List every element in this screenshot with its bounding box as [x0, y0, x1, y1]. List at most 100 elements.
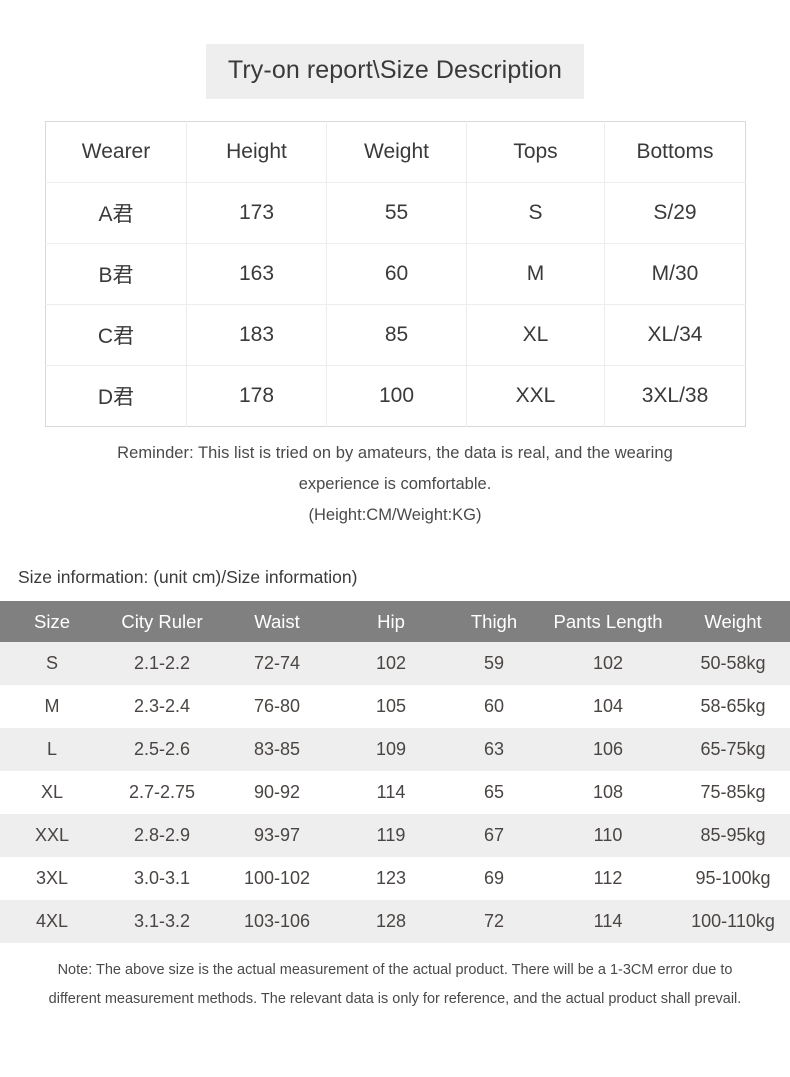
cell-weight: 50-58kg: [700, 653, 766, 673]
cell-thigh: 63: [483, 739, 505, 759]
column-header-tops: Tops: [466, 121, 605, 183]
cell-height: 178: [186, 365, 327, 427]
cell-waist: 83-85: [253, 739, 301, 759]
cell-hip: 114: [376, 782, 406, 802]
footer-note-line-1: Note: The above size is the actual measu…: [57, 962, 733, 978]
cell-tops: M: [466, 243, 605, 305]
footer-note-line-2: different measurement methods. The relev…: [48, 991, 742, 1007]
cell-weight: 55: [326, 182, 467, 244]
cell-hip: 102: [375, 653, 407, 673]
column-header-bottoms: Bottoms: [604, 121, 746, 183]
column-header-hip: Hip: [334, 601, 448, 642]
column-header-height: Height: [186, 121, 327, 183]
table-row: L 2.5-2.6 83-85 109 63 106 65-75kg: [0, 728, 790, 771]
page-title: Try-on report\Size Description: [205, 44, 585, 99]
reminder-text: Reminder: This list is tried on by amate…: [45, 438, 745, 531]
cell-hip: 123: [375, 868, 407, 888]
cell-hip: 119: [376, 825, 406, 845]
table-row: S 2.1-2.2 72-74 102 59 102 50-58kg: [0, 642, 790, 685]
cell-size: XL: [40, 782, 64, 802]
cell-weight: 100-110kg: [691, 911, 775, 931]
cell-tops: S: [466, 182, 605, 244]
cell-weight: 85: [326, 304, 467, 366]
table-row: 4XL 3.1-3.2 103-106 128 72 114 100-110kg: [0, 900, 790, 943]
cell-tops: XL: [466, 304, 605, 366]
cell-size: M: [44, 696, 60, 716]
column-header-thigh: Thigh: [448, 601, 540, 642]
cell-size: L: [46, 739, 57, 759]
cell-city-ruler: 2.1-2.2: [133, 653, 191, 673]
size-chart-table: Size City Ruler Waist Hip Thigh Pants Le…: [0, 601, 790, 943]
cell-height: 163: [186, 243, 327, 305]
cell-waist: 76-80: [253, 696, 301, 716]
cell-city-ruler: 3.0-3.1: [133, 868, 191, 888]
column-header-waist: Waist: [220, 601, 334, 642]
cell-bottoms: M/30: [604, 243, 746, 305]
cell-bottoms: XL/34: [604, 304, 746, 366]
cell-weight: 100: [326, 365, 467, 427]
cell-hip: 105: [375, 696, 407, 716]
cell-thigh: 72: [483, 911, 505, 931]
cell-size: S: [45, 653, 58, 673]
cell-pants-length: 110: [593, 825, 623, 845]
cell-weight: 75-85kg: [700, 782, 766, 802]
cell-thigh: 60: [483, 696, 505, 716]
reminder-line-1: Reminder: This list is tried on by amate…: [117, 444, 673, 462]
table-header-row: Wearer Height Weight Tops Bottoms: [45, 121, 746, 183]
size-chart-header-row: Size City Ruler Waist Hip Thigh Pants Le…: [0, 601, 790, 642]
cell-bottoms: 3XL/38: [641, 384, 709, 407]
cell-hip: 128: [375, 911, 407, 931]
reminder-line-2: experience is comfortable.: [298, 475, 492, 493]
cell-wearer: B君: [45, 243, 187, 305]
cell-city-ruler: 2.3-2.4: [133, 696, 191, 716]
table-row: A君 173 55 S S/29: [45, 182, 746, 244]
table-row: XXL 2.8-2.9 93-97 119 67 110 85-95kg: [0, 814, 790, 857]
cell-city-ruler: 2.7-2.75: [128, 782, 196, 802]
cell-pants-length: 106: [592, 739, 624, 759]
cell-thigh: 67: [483, 825, 505, 845]
table-row: XL 2.7-2.75 90-92 114 65 108 75-85kg: [0, 771, 790, 814]
table-row: B君 163 60 M M/30: [45, 243, 746, 305]
cell-height: 183: [186, 304, 327, 366]
cell-pants-length: 102: [592, 653, 624, 673]
cell-waist: 103-106: [243, 911, 311, 931]
cell-tops: XXL: [466, 365, 605, 427]
column-header-weight: Weight: [326, 121, 467, 183]
cell-weight: 95-100kg: [695, 868, 771, 888]
footer-note: Note: The above size is the actual measu…: [15, 956, 775, 1014]
cell-pants-length: 112: [593, 868, 623, 888]
cell-size: 4XL: [35, 911, 69, 931]
reminder-line-3: (Height:CM/Weight:KG): [308, 506, 482, 524]
cell-pants-length: 108: [592, 782, 624, 802]
size-information-heading: Size information: (unit cm)/Size informa…: [18, 567, 358, 587]
cell-weight: 65-75kg: [700, 739, 766, 759]
cell-pants-length: 114: [593, 911, 623, 931]
column-header-size: Size: [0, 601, 104, 642]
cell-waist: 72-74: [253, 653, 301, 673]
cell-weight: 85-95kg: [700, 825, 766, 845]
table-row: 3XL 3.0-3.1 100-102 123 69 112 95-100kg: [0, 857, 790, 900]
cell-weight: 58-65kg: [700, 696, 766, 716]
cell-thigh: 69: [483, 868, 505, 888]
table-row: C君 183 85 XL XL/34: [45, 304, 746, 366]
column-header-pants-length: Pants Length: [540, 601, 676, 642]
table-row: D君 178 100 XXL 3XL/38: [45, 365, 746, 427]
tryon-report-table: Wearer Height Weight Tops Bottoms A君 173…: [45, 121, 746, 427]
cell-waist: 93-97: [253, 825, 301, 845]
cell-waist: 100-102: [243, 868, 311, 888]
cell-size: XXL: [34, 825, 70, 845]
cell-thigh: 65: [483, 782, 505, 802]
cell-pants-length: 104: [592, 696, 624, 716]
title-section: Try-on report\Size Description: [0, 0, 790, 99]
cell-height: 173: [186, 182, 327, 244]
column-header-weight: Weight: [676, 601, 790, 642]
cell-wearer: A君: [45, 182, 187, 244]
cell-city-ruler: 3.1-3.2: [133, 911, 191, 931]
cell-wearer: D君: [45, 365, 187, 427]
cell-size: 3XL: [35, 868, 69, 888]
table-row: M 2.3-2.4 76-80 105 60 104 58-65kg: [0, 685, 790, 728]
column-header-wearer: Wearer: [45, 121, 187, 183]
cell-hip: 109: [375, 739, 407, 759]
cell-city-ruler: 2.8-2.9: [133, 825, 191, 845]
column-header-city-ruler: City Ruler: [104, 601, 220, 642]
